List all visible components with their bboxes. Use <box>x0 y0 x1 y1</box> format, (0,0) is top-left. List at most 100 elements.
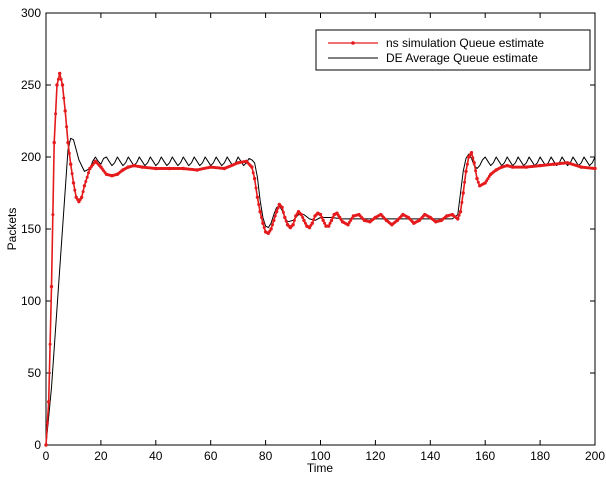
data-point <box>463 180 467 184</box>
x-tick-label: 140 <box>420 449 440 463</box>
data-point <box>283 215 287 220</box>
data-point <box>327 224 331 228</box>
data-point <box>66 140 70 145</box>
legend-text-de: DE Average Queue estimate <box>386 51 538 65</box>
data-point <box>301 216 305 219</box>
data-point <box>84 180 88 183</box>
data-point <box>486 177 490 181</box>
data-point <box>63 109 67 113</box>
y-tick-label: 300 <box>21 6 41 20</box>
x-tick-label: 200 <box>585 449 605 463</box>
data-point <box>276 206 280 210</box>
y-tick-label: 100 <box>21 294 41 308</box>
data-point <box>274 210 279 214</box>
data-point <box>85 175 89 179</box>
x-tick-label: 60 <box>204 449 218 463</box>
data-point <box>457 213 461 217</box>
data-point <box>471 156 475 160</box>
data-point <box>272 218 276 223</box>
data-point <box>81 190 85 194</box>
data-point <box>62 96 66 100</box>
data-point <box>318 212 323 217</box>
data-point <box>73 188 77 192</box>
data-point <box>328 221 332 225</box>
x-axis-ticks: 0 20 40 60 80 100 120 140 160 180 200 <box>43 13 605 463</box>
x-tick-label: 120 <box>365 449 385 463</box>
data-point <box>280 205 284 210</box>
data-point <box>69 162 73 166</box>
y-tick-label: 150 <box>21 222 41 236</box>
data-point <box>465 162 469 166</box>
data-point <box>54 112 58 116</box>
data-point <box>321 218 325 223</box>
data-point <box>474 169 478 173</box>
data-point <box>310 221 314 225</box>
data-point <box>251 171 255 175</box>
data-point <box>254 186 258 190</box>
y-tick-label: 200 <box>21 150 41 164</box>
data-point <box>349 218 353 222</box>
data-point <box>87 171 90 175</box>
data-point <box>48 342 52 346</box>
data-point <box>291 223 295 227</box>
data-point <box>273 214 277 218</box>
x-tick-label: 100 <box>310 449 330 463</box>
data-point <box>461 191 465 195</box>
data-point <box>284 219 288 223</box>
legend-box <box>315 29 591 71</box>
x-tick-label: 0 <box>43 449 50 463</box>
data-point <box>49 284 54 289</box>
x-tick-label: 20 <box>94 449 108 463</box>
data-point <box>260 216 263 219</box>
data-point <box>271 223 274 227</box>
data-point <box>58 71 62 76</box>
data-point <box>281 210 285 214</box>
y-tick-label: 50 <box>28 366 42 380</box>
y-axis-ticks: 0 50 100 150 200 250 300 <box>21 6 595 452</box>
data-point <box>320 216 324 219</box>
data-point <box>303 221 307 225</box>
data-point <box>44 443 48 447</box>
data-point <box>56 77 60 81</box>
x-axis-label: Time <box>307 461 334 475</box>
data-point <box>45 421 49 425</box>
data-point <box>456 217 460 221</box>
data-point <box>59 77 63 81</box>
data-point <box>299 212 303 217</box>
plot-area <box>45 12 596 446</box>
x-tick-label: 160 <box>475 449 495 463</box>
y-tick-label: 250 <box>21 78 41 92</box>
legend: ns simulation Queue estimate DE Average … <box>315 29 591 71</box>
data-point <box>60 83 65 87</box>
x-tick-label: 80 <box>259 449 273 463</box>
data-point <box>82 184 87 188</box>
data-point <box>255 195 260 199</box>
data-point <box>312 218 316 222</box>
data-point <box>51 213 55 217</box>
y-tick-label: 0 <box>34 438 41 452</box>
data-point <box>593 166 597 171</box>
data-point <box>70 172 74 176</box>
data-point <box>460 200 464 204</box>
data-point <box>80 195 84 199</box>
legend-text-ns: ns simulation Queue estimate <box>386 36 544 50</box>
x-tick-label: 180 <box>530 449 550 463</box>
data-point <box>292 218 296 222</box>
series-line-de-average <box>45 137 596 446</box>
data-point <box>258 210 262 214</box>
data-point <box>47 400 51 404</box>
data-point <box>485 179 489 183</box>
data-point <box>476 180 480 184</box>
data-point <box>257 203 261 206</box>
data-point <box>71 181 76 185</box>
data-point <box>458 210 463 214</box>
x-tick-label: 40 <box>149 449 163 463</box>
data-point <box>475 176 479 181</box>
data-point <box>65 125 69 129</box>
data-point <box>252 176 257 181</box>
series-markers-ns-simulation <box>44 71 597 447</box>
data-point <box>323 221 327 225</box>
data-point <box>464 169 468 174</box>
data-point <box>250 165 254 169</box>
